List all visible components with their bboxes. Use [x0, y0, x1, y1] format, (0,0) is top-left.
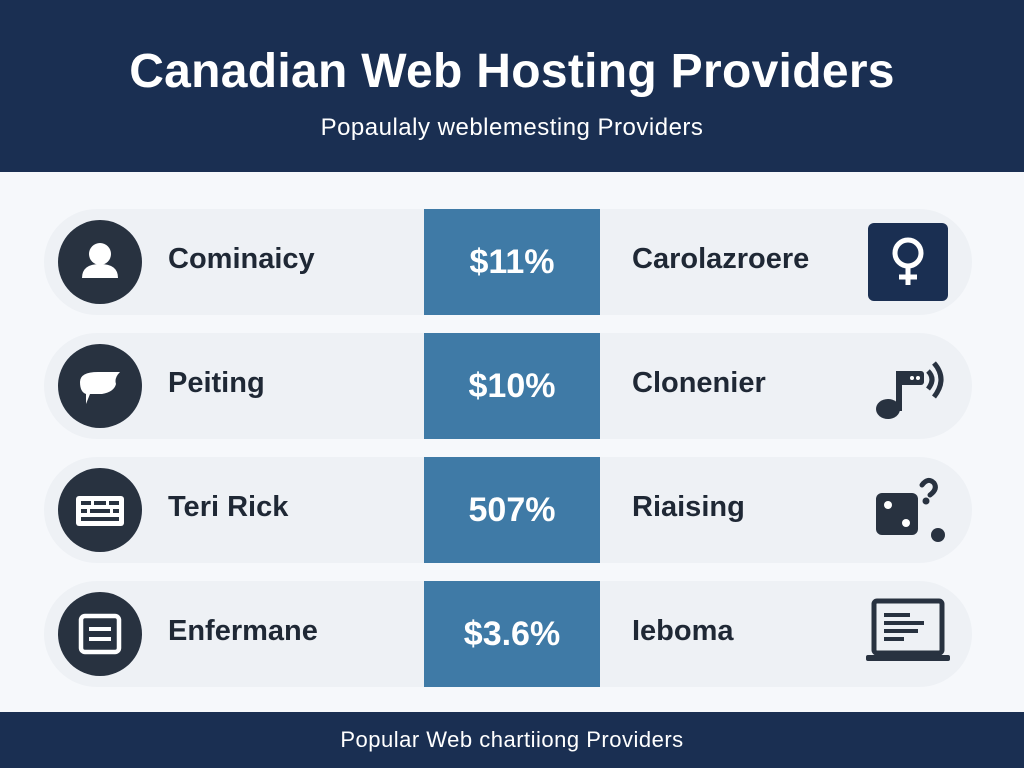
female-symbol-icon	[860, 221, 956, 305]
value-box: $11%	[424, 209, 600, 315]
provider-alt-name: Riaising	[632, 491, 745, 523]
value-box: 507%	[424, 457, 600, 563]
footer-text: Popular Web chartiiong Providers	[340, 727, 684, 752]
provider-row: Peiting $10% Clonenier	[44, 333, 972, 439]
provider-name: Enfermane	[168, 615, 318, 647]
provider-value: $10%	[468, 366, 556, 405]
value-box: $3.6%	[424, 581, 600, 687]
header-banner: Canadian Web Hosting Providers Popaulaly…	[0, 0, 1024, 172]
user-icon	[58, 220, 142, 304]
footer-banner: Popular Web chartiiong Providers	[0, 712, 1024, 768]
provider-value: $11%	[469, 242, 555, 281]
page-title: Canadian Web Hosting Providers	[129, 45, 895, 98]
provider-row: Enfermane $3.6% Ieboma	[44, 581, 972, 687]
provider-name: Peiting	[168, 367, 265, 399]
provider-alt-name: Carolazroere	[632, 243, 810, 275]
provider-value: 507%	[468, 490, 556, 529]
provider-name: Teri Rick	[168, 491, 289, 523]
provider-value: $3.6%	[463, 614, 561, 653]
value-box: $10%	[424, 333, 600, 439]
provider-alt-name: Clonenier	[632, 367, 766, 399]
provider-alt-name: Ieboma	[632, 615, 734, 647]
music-note-icon	[860, 345, 956, 429]
dice-icon	[860, 469, 956, 553]
provider-name: Cominaicy	[168, 243, 315, 275]
keyboard-icon	[58, 468, 142, 552]
speech-bubble-icon	[58, 344, 142, 428]
laptop-icon	[860, 593, 956, 677]
provider-list: Cominaicy $11% Carolazroere Peiting $10%…	[0, 172, 1024, 712]
document-icon	[58, 592, 142, 676]
provider-row: Cominaicy $11% Carolazroere	[44, 209, 972, 315]
provider-row: Teri Rick 507% Riaising	[44, 457, 972, 563]
page-subtitle: Popaulaly weblemesting Providers	[320, 114, 704, 141]
